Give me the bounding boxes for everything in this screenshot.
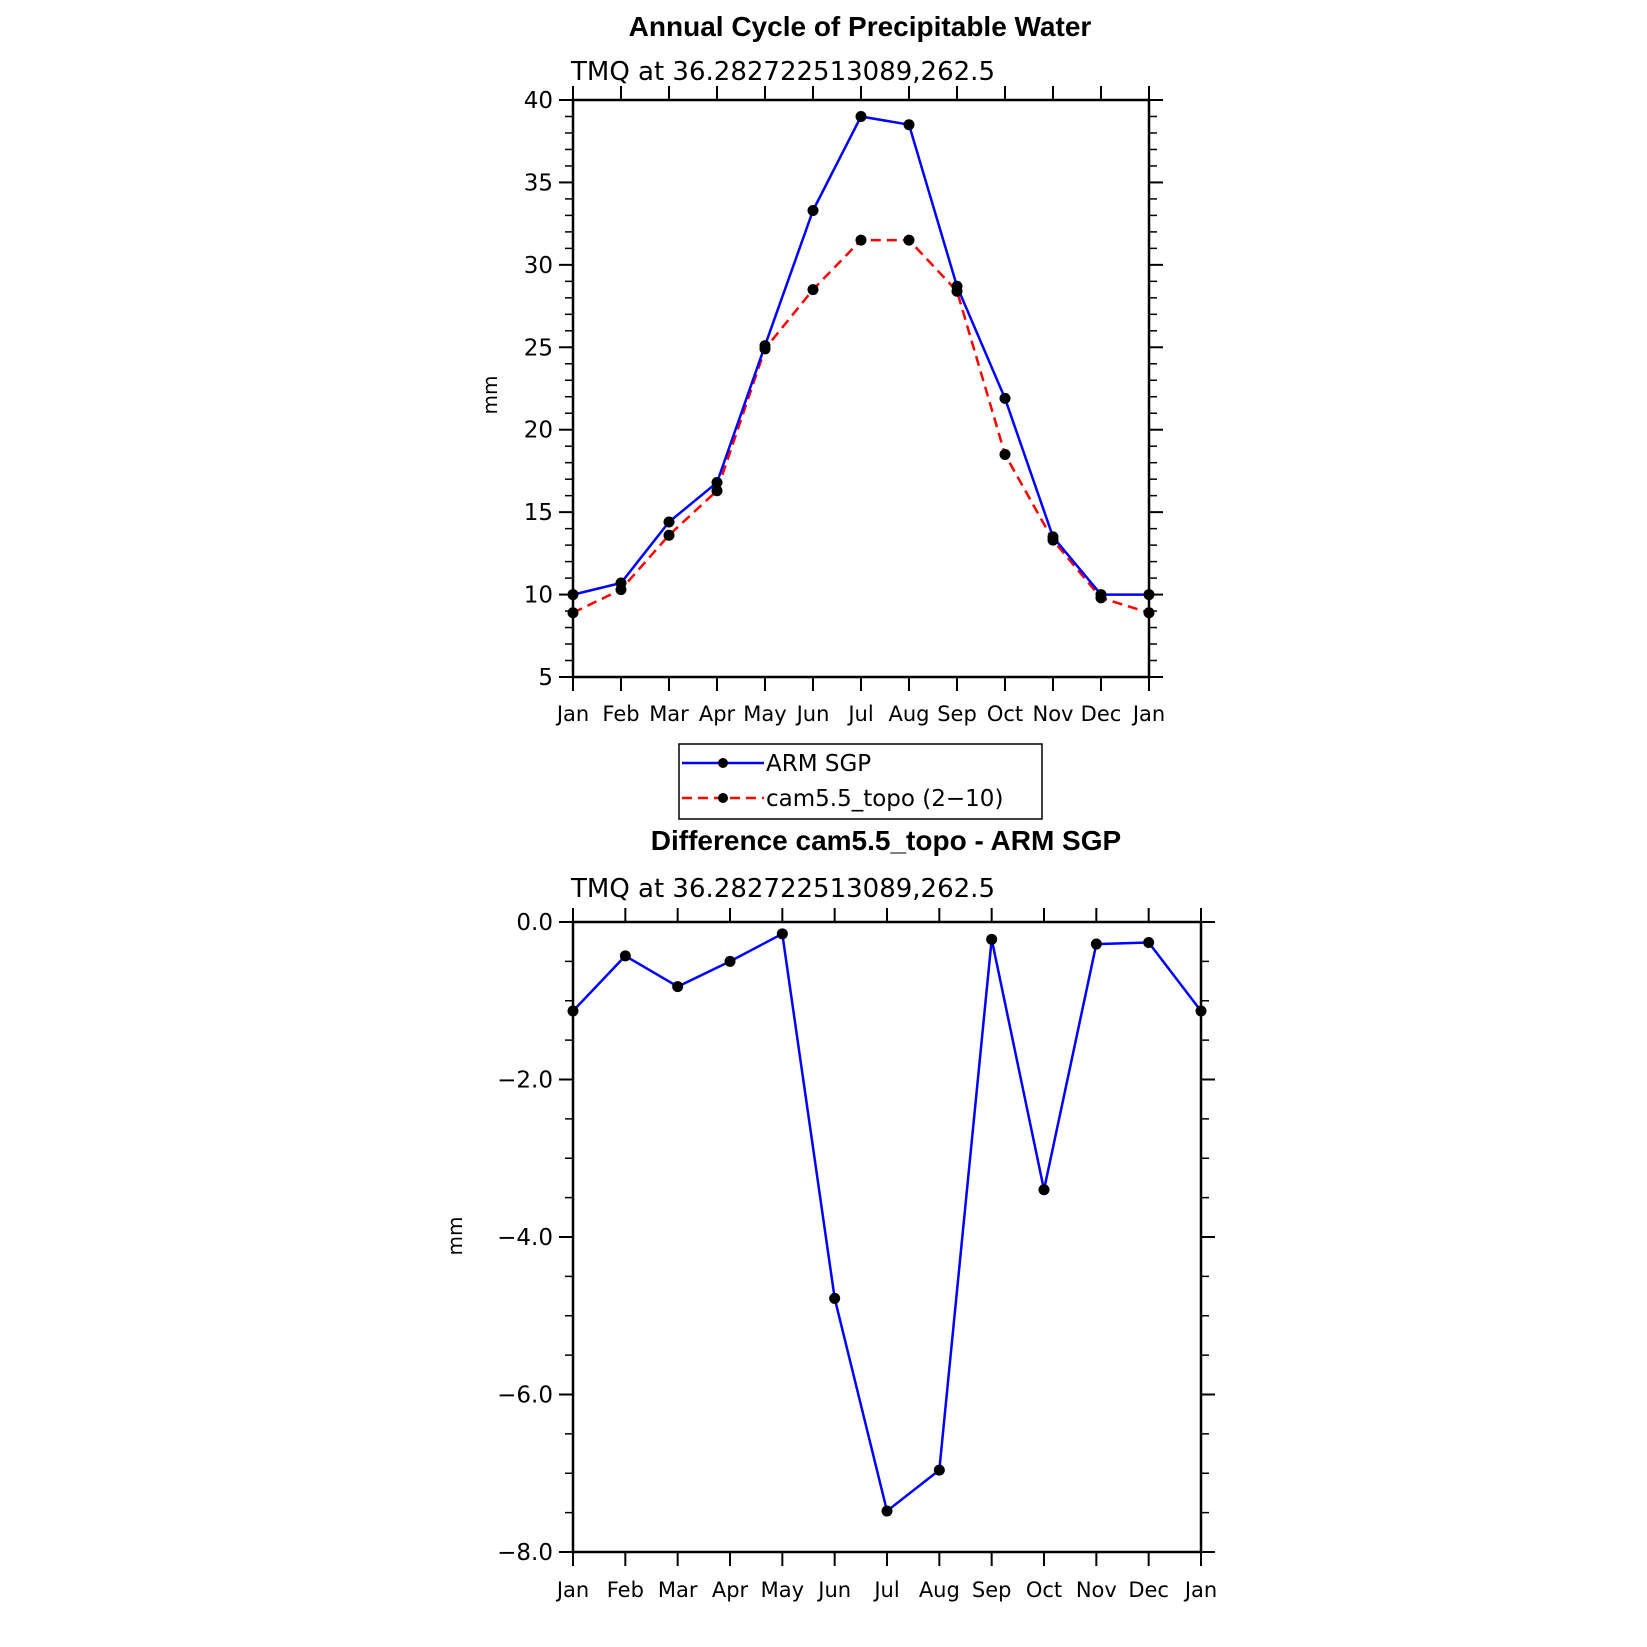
data-point <box>807 284 819 296</box>
x-tick-label: Jan <box>1131 702 1165 726</box>
data-point <box>1038 1184 1050 1196</box>
x-tick-label: Mar <box>658 1578 698 1602</box>
y-tick-label: 35 <box>524 170 553 196</box>
data-point <box>903 234 915 246</box>
data-point <box>999 392 1011 404</box>
y-tick-label: −6.0 <box>497 1383 553 1409</box>
x-tick-label: Jul <box>872 1578 899 1602</box>
data-point <box>615 584 627 596</box>
data-point <box>663 529 675 541</box>
difference-chart: Difference cam5.5_topo - ARM SGP TMQ at … <box>443 825 1217 1602</box>
series-line <box>572 115 1149 596</box>
x-tick-label: Jan <box>555 702 589 726</box>
x-tick-label: Nov <box>1076 1578 1117 1602</box>
x-tick-label: Dec <box>1128 1578 1169 1602</box>
y-tick-label: 30 <box>524 253 553 279</box>
data-point <box>999 448 1011 460</box>
y-tick-label: 25 <box>524 335 553 361</box>
data-point <box>567 1005 579 1017</box>
x-tick-label: Jun <box>816 1578 851 1602</box>
legend-marker-arm-sgp <box>718 758 728 768</box>
x-tick-label: Oct <box>987 702 1023 726</box>
data-point <box>933 1464 945 1476</box>
plot-frame <box>571 98 1151 679</box>
x-tick-label: Dec <box>1081 702 1122 726</box>
data-point <box>1095 592 1107 604</box>
data-point <box>776 928 788 940</box>
data-point <box>672 981 684 993</box>
data-point <box>986 933 998 945</box>
data-point <box>1143 589 1155 601</box>
y-axis-label: mm <box>478 376 502 415</box>
y-tick-label: 15 <box>524 500 553 526</box>
data-point <box>724 955 736 967</box>
plot-area: Jan Feb Mar Apr May Jun Jul Aug Sep Oct Nov Dec Jan 0… <box>497 908 1217 1602</box>
data-point <box>855 234 867 246</box>
data-point <box>903 119 915 131</box>
precipitable-water-annual-cycle-chart: Annual Cycle of Precipitable Water TMQ a… <box>478 11 1165 726</box>
legend: ARM SGP cam5.5_topo (2−10) <box>678 743 1043 820</box>
x-tick-label: Nov <box>1033 702 1074 726</box>
x-tick-label: Jul <box>846 702 873 726</box>
legend-label-arm-sgp: ARM SGP <box>766 751 871 777</box>
data-point <box>829 1292 841 1304</box>
plot-frame <box>571 920 1203 1554</box>
data-point <box>855 110 867 122</box>
series-line <box>572 238 1150 614</box>
chart-subtitle: TMQ at 36.282722513089,262.5 <box>570 57 995 87</box>
chart-subtitle: TMQ at 36.282722513089,262.5 <box>570 874 995 904</box>
x-tick-label: Aug <box>919 1578 960 1602</box>
x-tick-label: Jan <box>1183 1578 1217 1602</box>
y-tick-label: 40 <box>524 88 553 114</box>
data-point <box>1047 534 1059 546</box>
data-point <box>619 950 631 962</box>
legend-box <box>678 743 1043 820</box>
y-tick-label: −2.0 <box>497 1068 553 1094</box>
data-point <box>711 476 723 488</box>
chart-title: Annual Cycle of Precipitable Water <box>629 11 1092 42</box>
data-point <box>711 485 723 497</box>
data-point <box>881 1505 893 1517</box>
chart-title: Difference cam5.5_topo - ARM SGP <box>651 825 1121 856</box>
data-point <box>1143 607 1155 619</box>
data-point <box>1090 938 1102 950</box>
data-point <box>807 204 819 216</box>
x-tick-label: Sep <box>937 702 977 726</box>
data-point <box>1143 936 1155 948</box>
series-line <box>572 932 1202 1513</box>
data-point <box>951 285 963 297</box>
y-tick-label: 0.0 <box>516 910 553 936</box>
x-tick-label: Sep <box>972 1578 1012 1602</box>
data-point <box>759 343 771 355</box>
x-tick-label: Apr <box>712 1578 749 1602</box>
y-tick-label: 5 <box>538 665 553 691</box>
x-tick-label: Feb <box>602 702 639 726</box>
x-tick-label: May <box>761 1578 804 1602</box>
x-tick-label: Mar <box>649 702 689 726</box>
x-tick-label: Aug <box>888 702 929 726</box>
data-point <box>567 607 579 619</box>
plot-area: Jan Feb Mar Apr May Jun Jul Aug Sep Oct Nov Dec Jan5… <box>524 86 1165 726</box>
y-tick-label: 20 <box>524 418 553 444</box>
data-point <box>567 589 579 601</box>
data-point <box>663 516 675 528</box>
x-tick-label: Oct <box>1026 1578 1062 1602</box>
y-axis-label: mm <box>443 1217 467 1256</box>
x-tick-label: Feb <box>607 1578 644 1602</box>
x-tick-label: May <box>743 702 786 726</box>
y-tick-label: −4.0 <box>497 1225 553 1251</box>
x-tick-label: Jan <box>555 1578 589 1602</box>
data-point <box>1195 1005 1207 1017</box>
x-tick-label: Apr <box>699 702 736 726</box>
legend-label-cam5-5-topo: cam5.5_topo (2−10) <box>766 786 1003 812</box>
x-tick-label: Jun <box>795 702 830 726</box>
legend-marker-cam5-5-topo <box>718 793 728 803</box>
y-tick-label: −8.0 <box>497 1540 553 1566</box>
y-tick-label: 10 <box>524 583 553 609</box>
